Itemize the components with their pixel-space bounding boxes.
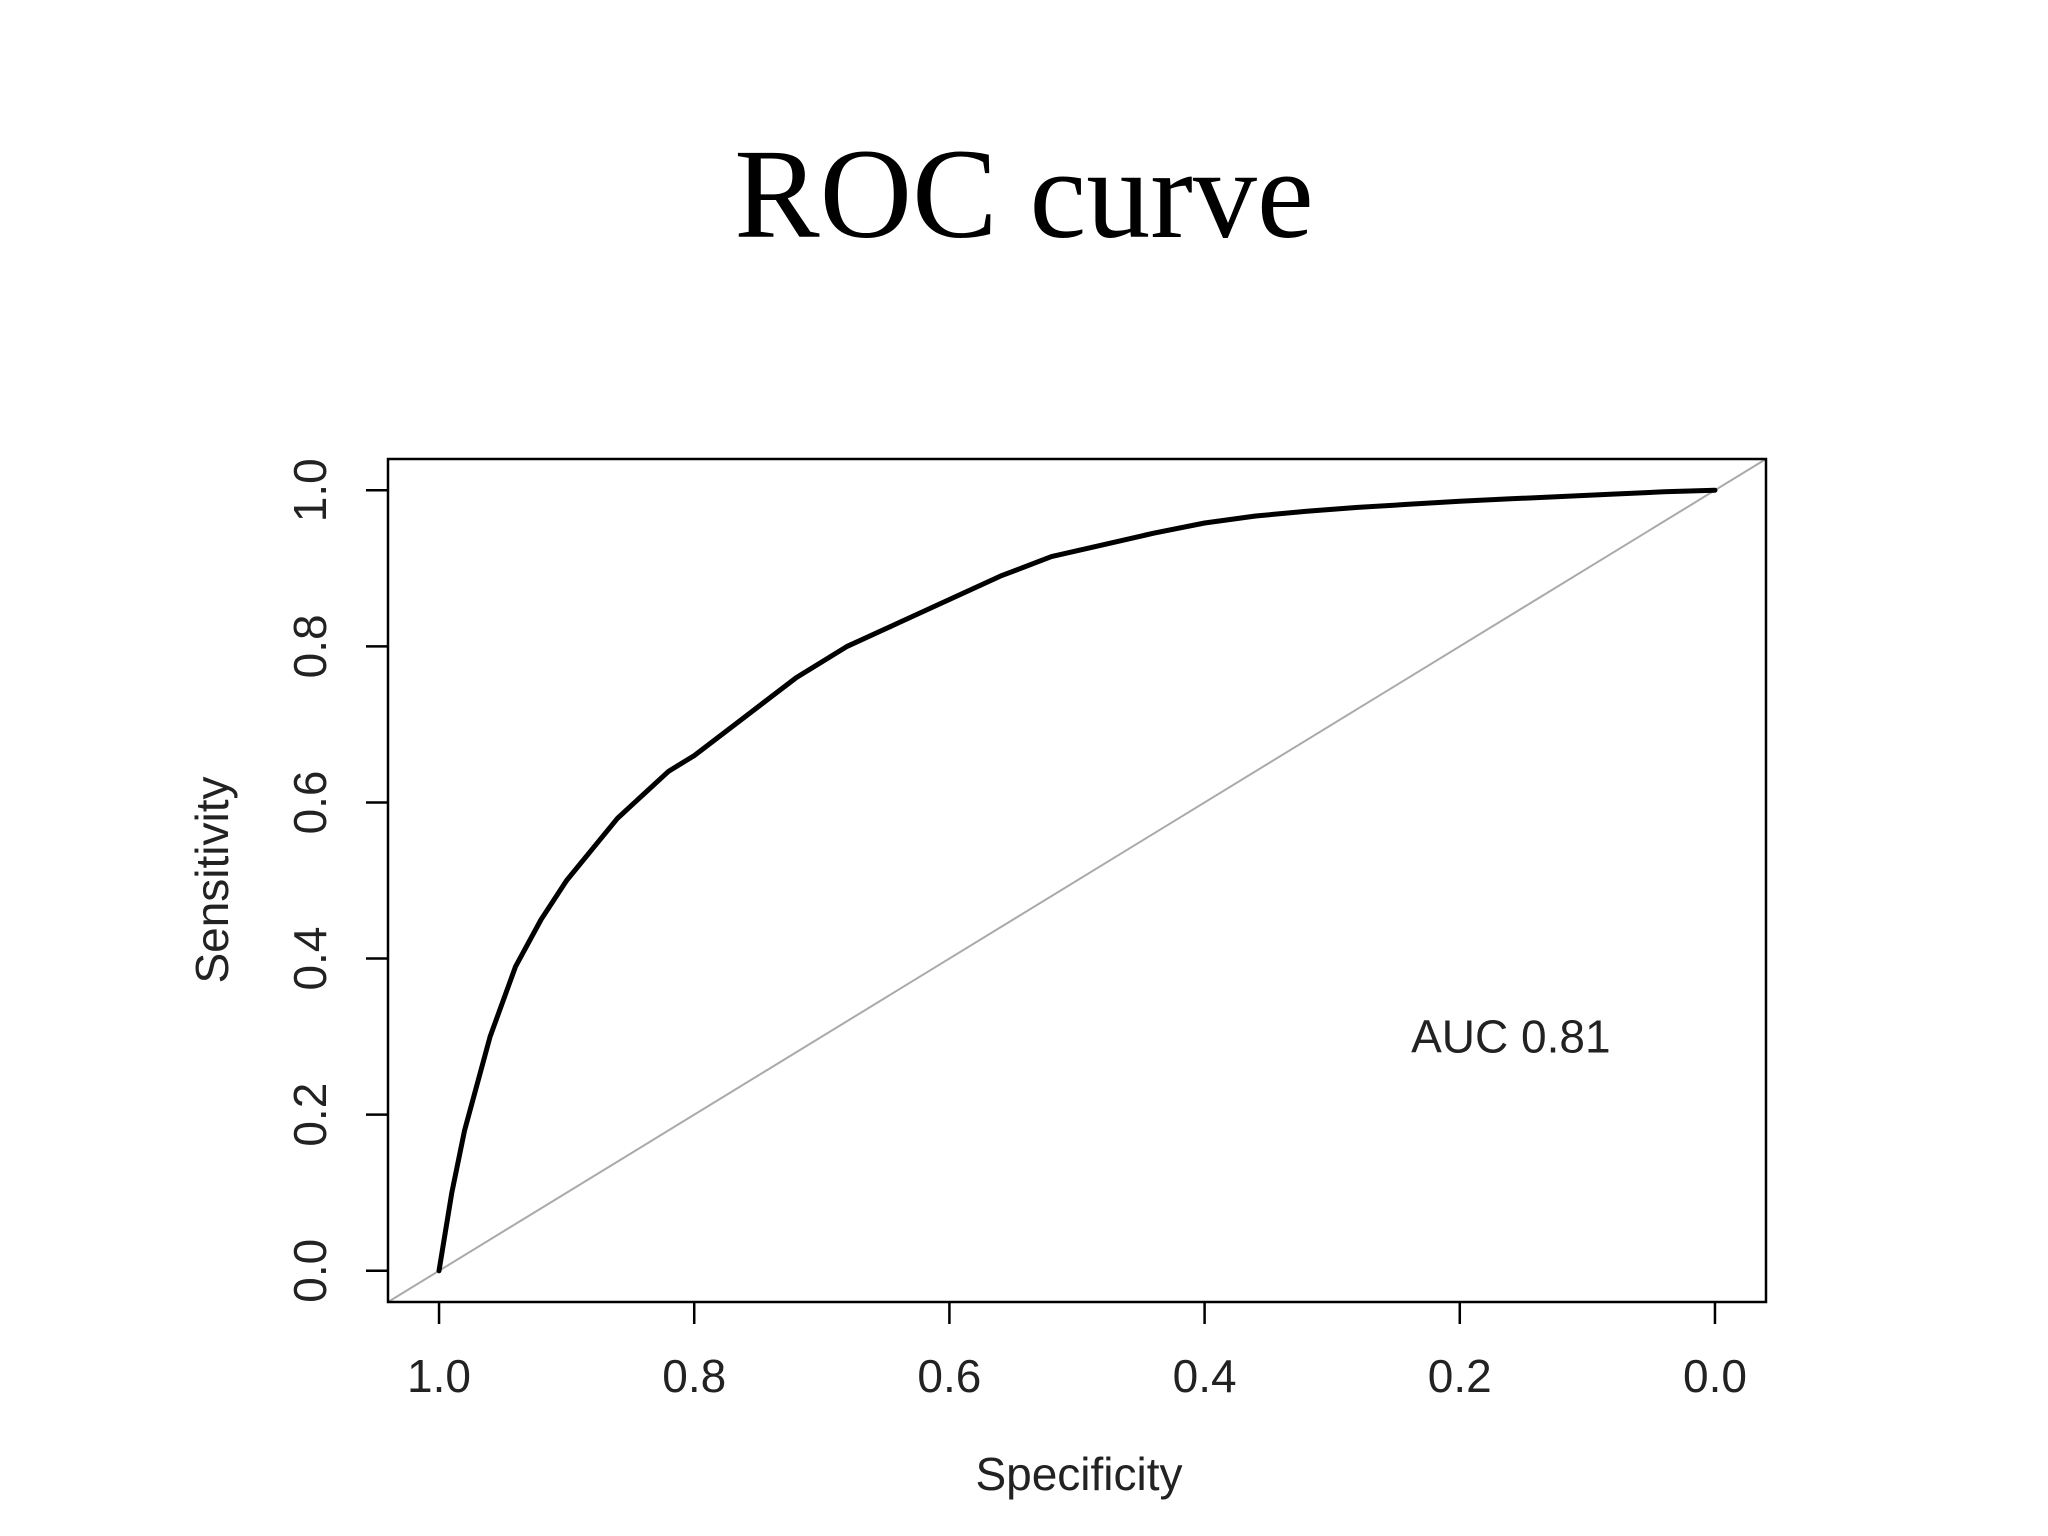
x-tick-label: 1.0 [407, 1350, 471, 1402]
y-axis-label: Sensitivity [186, 776, 238, 983]
y-tick-label: 0.0 [284, 1239, 336, 1303]
x-tick-label: 0.0 [1683, 1350, 1747, 1402]
y-tick-label: 0.4 [284, 927, 336, 991]
x-tick-label: 0.8 [662, 1350, 726, 1402]
chart-title: ROC curve [734, 123, 1314, 265]
y-tick-label: 0.8 [284, 614, 336, 678]
x-tick-label: 0.2 [1428, 1350, 1492, 1402]
x-tick-label: 0.6 [917, 1350, 981, 1402]
x-axis-label: Specificity [975, 1448, 1182, 1500]
y-tick-label: 0.6 [284, 770, 336, 834]
reference-diagonal-line [387, 458, 1767, 1303]
y-tick-label: 1.0 [284, 458, 336, 522]
y-tick-label: 0.2 [284, 1083, 336, 1147]
plot-frame [386, 457, 1768, 1304]
auc-annotation: AUC 0.81 [1411, 1011, 1610, 1063]
x-tick-label: 0.4 [1173, 1350, 1237, 1402]
roc-curve-line [436, 487, 1718, 1274]
